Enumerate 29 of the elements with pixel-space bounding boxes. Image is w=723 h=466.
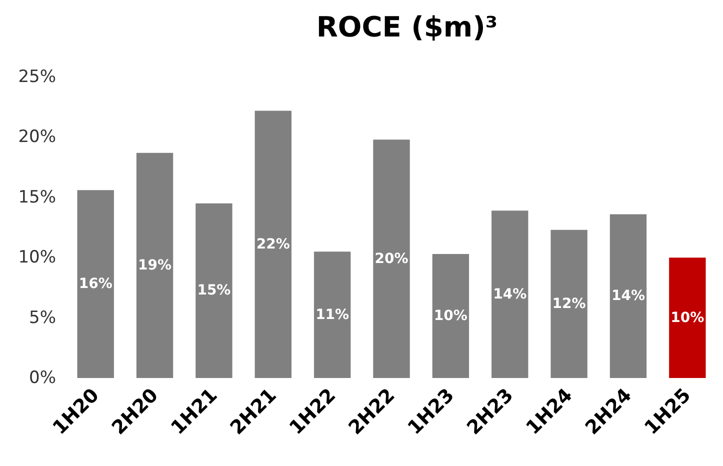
bar bbox=[136, 152, 174, 378]
bar bbox=[254, 110, 292, 378]
bar bbox=[550, 230, 588, 378]
y-tick-label: 20% bbox=[18, 127, 56, 148]
data-label: 14% bbox=[611, 288, 645, 304]
data-label: 16% bbox=[78, 276, 112, 292]
y-tick-label: 10% bbox=[18, 248, 56, 268]
chart-title: ROCE ($m)³ bbox=[316, 10, 498, 44]
y-tick-label: 0% bbox=[29, 368, 56, 388]
data-label: 22% bbox=[256, 236, 290, 252]
bar bbox=[492, 210, 528, 378]
bar bbox=[77, 190, 114, 378]
y-tick-label: 5% bbox=[29, 308, 56, 328]
bar bbox=[314, 252, 351, 378]
data-label: 20% bbox=[374, 250, 408, 267]
bar bbox=[373, 140, 410, 378]
y-tick-label: 25% bbox=[18, 67, 56, 87]
data-label: 14% bbox=[493, 286, 527, 302]
bar bbox=[669, 258, 706, 378]
data-label: 15% bbox=[197, 282, 231, 299]
bar bbox=[610, 214, 647, 378]
data-label: 11% bbox=[316, 306, 350, 323]
data-label: 10% bbox=[670, 310, 704, 326]
data-label: 10% bbox=[434, 308, 468, 324]
data-label: 12% bbox=[552, 296, 586, 312]
bar bbox=[196, 203, 232, 378]
y-tick-label: 15% bbox=[18, 187, 56, 208]
bar bbox=[432, 254, 470, 378]
data-label: 19% bbox=[138, 257, 172, 274]
